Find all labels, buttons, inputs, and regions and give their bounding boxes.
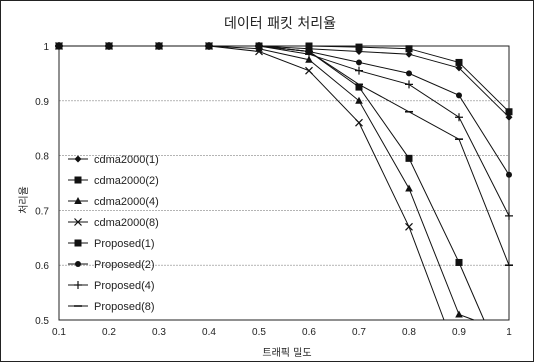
x-tick-label: 0.3	[152, 327, 166, 338]
legend-label: Proposed(4)	[94, 280, 155, 292]
legend-label: cdma2000(2)	[94, 175, 159, 187]
x-axis-label: 트래픽 밀도	[262, 347, 311, 359]
legend-entry: Proposed(8)	[68, 301, 155, 313]
data-point	[455, 310, 463, 318]
data-point	[405, 80, 413, 89]
legend-label: Proposed(1)	[94, 238, 155, 250]
legend-entry: cdma2000(8)	[68, 217, 159, 229]
data-point	[455, 258, 463, 266]
x-tick-label: 0.5	[252, 327, 266, 338]
legend-marker	[74, 197, 82, 204]
legend-marker	[74, 176, 82, 184]
y-tick-label: 0.9	[35, 97, 49, 108]
data-point	[505, 211, 513, 220]
data-point	[355, 118, 363, 127]
series-layer	[55, 42, 513, 321]
data-point	[455, 113, 463, 122]
legend-entry: cdma2000(4)	[68, 196, 159, 208]
legend-marker	[75, 261, 81, 267]
data-point	[305, 55, 313, 63]
x-tick-label: 0.2	[102, 327, 116, 338]
legend-entry: Proposed(1)	[68, 238, 155, 250]
data-point	[356, 59, 362, 66]
chart-title: 데이터 패킷 처리율	[224, 16, 336, 32]
x-tick-label: 1	[506, 327, 512, 338]
legend-label: cdma2000(1)	[94, 154, 159, 166]
data-point	[505, 108, 513, 116]
data-point	[455, 58, 463, 66]
data-point	[405, 184, 413, 192]
legend-label: cdma2000(4)	[94, 196, 159, 208]
legend: cdma2000(1) cdma2000(2) cdma2000(4) cdma200…	[68, 154, 159, 313]
y-tick-label: 0.5	[35, 316, 49, 327]
data-point	[355, 83, 363, 91]
x-tick-label: 0.7	[352, 327, 366, 338]
data-point	[405, 222, 413, 231]
y-tick-label: 0.8	[35, 152, 49, 163]
legend-entry: Proposed(4)	[68, 280, 155, 292]
x-tick-label: 0.4	[202, 327, 216, 338]
data-point	[505, 113, 513, 121]
legend-entry: Proposed(2)	[68, 259, 155, 271]
data-point	[355, 66, 363, 75]
data-point	[305, 66, 313, 75]
data-point	[506, 171, 512, 178]
data-point	[355, 96, 363, 104]
legend-marker	[74, 155, 82, 163]
y-tick-labels: 0.5 0.6 0.7 0.8 0.9 1	[35, 42, 49, 327]
data-point	[456, 92, 462, 99]
data-point	[455, 64, 463, 72]
legend-entry: cdma2000(2)	[68, 175, 159, 187]
series-Proposed(8)	[55, 45, 513, 266]
legend-label: cdma2000(8)	[94, 217, 159, 229]
legend-marker	[74, 239, 82, 247]
legend-label: Proposed(8)	[94, 301, 155, 313]
y-tick-label: 1	[43, 42, 49, 53]
data-point	[406, 70, 412, 77]
y-axis-label: 처리율	[18, 186, 30, 214]
y-tick-label: 0.7	[35, 206, 49, 217]
series-line	[59, 45, 510, 266]
legend-entry: cdma2000(1)	[68, 154, 159, 166]
legend-marker	[74, 218, 82, 226]
legend-marker	[74, 281, 82, 289]
data-point	[405, 45, 413, 53]
data-point	[405, 50, 413, 58]
y-tick-label: 0.6	[35, 261, 49, 272]
data-point	[355, 43, 363, 51]
x-tick-labels: 0.1 0.2 0.3 0.4 0.5 0.6 0.7 0.8 0.9 1	[52, 327, 512, 338]
data-point	[405, 154, 413, 162]
x-tick-label: 0.9	[452, 327, 466, 338]
legend-label: Proposed(2)	[94, 259, 155, 271]
data-point	[305, 42, 313, 50]
x-tick-label: 0.1	[52, 327, 66, 338]
x-tick-label: 0.6	[302, 327, 316, 338]
x-tick-label: 0.8	[402, 327, 416, 338]
